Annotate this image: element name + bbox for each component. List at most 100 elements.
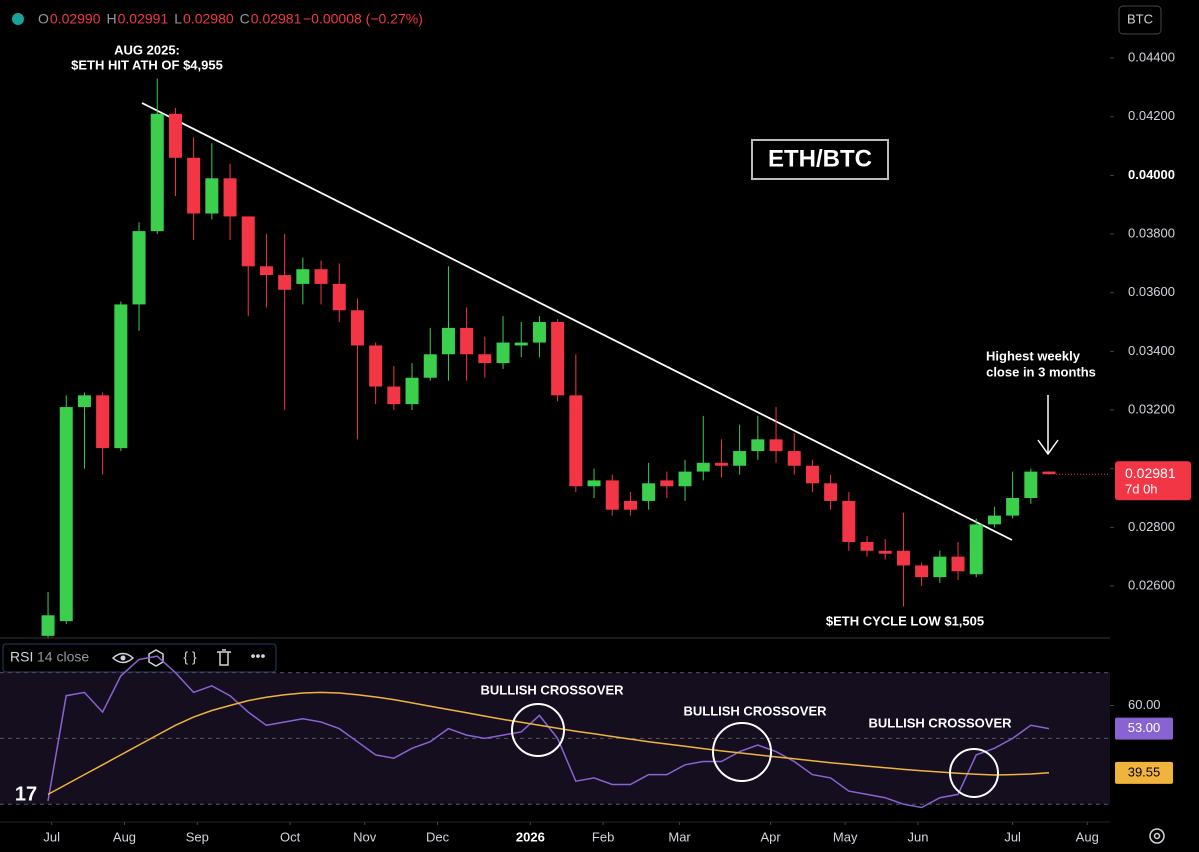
price-badge-value: 0.02981: [1125, 465, 1176, 481]
value-badge: [1115, 761, 1173, 784]
candle-body: [205, 178, 219, 214]
x-tick-label: Jun: [908, 829, 929, 844]
candle-body: [387, 386, 401, 405]
ohlc-value: 0.02981: [251, 11, 302, 27]
x-tick-label: 2026: [516, 829, 545, 844]
candle-body: [332, 283, 346, 311]
candle-body: [77, 395, 91, 408]
price-badge: [1115, 461, 1191, 501]
y-tick-label: 0.03400: [1128, 343, 1175, 358]
x-tick-label: May: [833, 829, 858, 844]
candle-body: [96, 395, 110, 449]
annotation: close in 3 months: [986, 364, 1096, 379]
annotation: BULLISH CROSSOVER: [480, 682, 624, 697]
annotation: BULLISH CROSSOVER: [683, 703, 827, 718]
candle-body: [696, 462, 710, 472]
ohlc-legend: O 0.02990 H 0.02991 L 0.02980 C 0.02981: [38, 11, 302, 27]
rsi-line: [47, 691, 1050, 796]
candle-body: [1042, 471, 1056, 475]
candle-body: [350, 310, 364, 346]
annotation: BULLISH CROSSOVER: [868, 715, 1012, 730]
eye-icon[interactable]: [111, 652, 135, 664]
settings-gear-center: [1153, 832, 1161, 840]
candle-body: [405, 377, 419, 405]
candle-body: [842, 500, 856, 542]
change: −0.00008 (−0.27%): [303, 11, 423, 27]
pair-box: [751, 139, 889, 180]
candle-body: [441, 327, 455, 355]
status-dot: [12, 13, 24, 25]
x-tick-label: Aug: [1076, 829, 1099, 844]
x-tick-label: Feb: [592, 829, 614, 844]
candle-body: [878, 550, 892, 554]
crossover-circle: [712, 722, 772, 782]
value-badge-label: 39.55: [1128, 764, 1161, 779]
arrow-head: [1037, 439, 1059, 456]
crossover-circle: [511, 703, 565, 757]
candle-body: [605, 480, 619, 510]
y-tick-label: 0.02800: [1128, 519, 1175, 534]
y-tick-label: 0.04200: [1128, 108, 1175, 123]
candle-body: [714, 462, 728, 466]
y-tick-label: 0.03600: [1128, 284, 1175, 299]
currency-button[interactable]: [1118, 5, 1162, 35]
candle-body: [496, 342, 510, 364]
y-tick-label: 60.00: [1128, 697, 1161, 712]
candle-body: [769, 439, 783, 452]
candle-body: [114, 304, 128, 449]
candle-body: [314, 269, 328, 284]
candle-body: [259, 266, 273, 276]
candle-body: [551, 322, 565, 396]
pair-label: ETH/BTC: [768, 145, 872, 172]
candle-body: [514, 342, 528, 346]
annotation: AUG 2025:: [114, 42, 180, 57]
y-tick-label: 0.02600: [1128, 577, 1175, 592]
candle-body: [41, 615, 55, 636]
candle-body: [369, 345, 383, 387]
trendline: [141, 102, 1013, 541]
rsi-lines: [47, 655, 1050, 809]
source-icon[interactable]: { }: [183, 649, 197, 665]
candle-body: [278, 275, 292, 290]
candle-body: [296, 269, 310, 284]
candle-body: [1024, 471, 1038, 498]
x-tick-label: Sep: [186, 829, 209, 844]
candle-body: [1006, 497, 1020, 516]
x-tick-label: Apr: [760, 829, 781, 844]
candle-body: [150, 113, 164, 232]
candle-body: [678, 471, 692, 487]
candles: [41, 78, 1056, 639]
ohlc-key: C: [240, 11, 250, 27]
candle-body: [569, 395, 583, 487]
x-tick-label: Jul: [43, 829, 60, 844]
settings-icon[interactable]: [148, 649, 164, 667]
indicator-params: 14 close: [37, 649, 89, 665]
ohlc-value: 0.02980: [183, 11, 234, 27]
y-tick-label: 0.04400: [1128, 50, 1175, 65]
delete-icon[interactable]: [217, 649, 231, 666]
candle-body: [132, 231, 146, 305]
annotation: Highest weekly: [986, 348, 1081, 363]
value-badge: [1115, 717, 1173, 740]
rsi-band-layer: [0, 672, 1110, 805]
x-tick-label: Jul: [1004, 829, 1021, 844]
currency-label: BTC: [1127, 11, 1153, 26]
settings-gear[interactable]: [1149, 828, 1165, 844]
candle-body: [460, 327, 474, 355]
indicator-legend[interactable]: [2, 643, 277, 673]
more-icon[interactable]: •••: [251, 648, 266, 664]
candle-body: [933, 556, 947, 578]
candle-body: [587, 480, 601, 487]
candle-body: [787, 451, 801, 466]
ohlc-key: H: [107, 11, 117, 27]
logo: 17: [15, 783, 37, 805]
candle-body: [532, 322, 546, 343]
price-badge-countdown: 7d 0h: [1125, 482, 1158, 497]
candle-body: [660, 480, 674, 487]
eye-pupil: [120, 655, 126, 661]
candle-body: [987, 515, 1001, 525]
candle-body: [751, 439, 765, 452]
candle-body: [623, 500, 637, 510]
